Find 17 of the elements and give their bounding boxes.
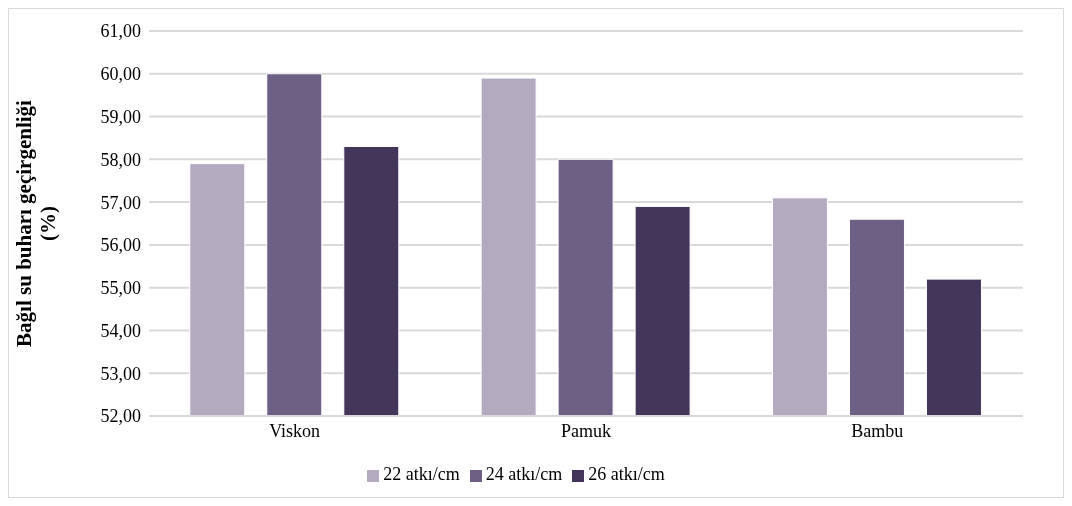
y-tick-label: 55,00	[100, 278, 141, 299]
y-tick-label: 58,00	[100, 149, 141, 170]
y-tick-label: 60,00	[100, 64, 141, 85]
y-tick-label: 54,00	[100, 320, 141, 341]
y-tick-label: 61,00	[100, 21, 141, 42]
legend-label: 22 atkı/cm	[383, 464, 460, 484]
y-tick-label: 59,00	[100, 106, 141, 127]
y-axis-title: Bağıl su buharı geçirgenliği (%)	[12, 99, 60, 347]
y-tick-label: 52,00	[100, 406, 141, 427]
y-tick-label: 57,00	[100, 192, 141, 213]
y-tick-label: 53,00	[100, 363, 141, 384]
legend-label: 24 atkı/cm	[485, 464, 563, 484]
legend-label: 26 atkı/cm	[588, 464, 665, 484]
y-tick-label: 56,00	[100, 235, 141, 256]
x-tick-label: Viskon	[269, 420, 321, 441]
x-tick-label: Bambu	[851, 420, 904, 441]
x-tick-label: Pamuk	[560, 420, 612, 441]
